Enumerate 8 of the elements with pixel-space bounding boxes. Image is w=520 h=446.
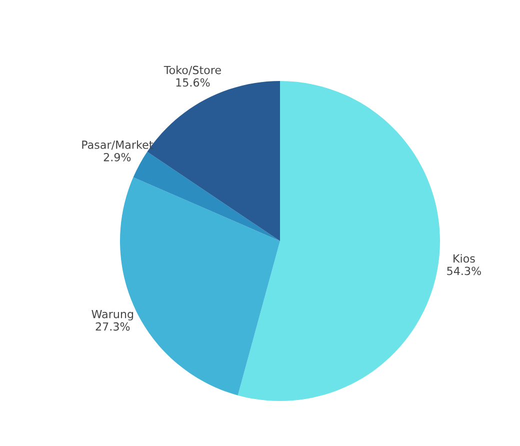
data-label: 2.9% [104,152,131,162]
slice-label: Toko/Store [164,66,221,76]
data-label: 27.3% [96,322,130,331]
data-label: 15.6% [176,78,210,87]
slice-label: Kios [454,254,475,263]
slice-label: Warung [92,310,134,320]
slice-label: Pasar/Market [82,140,153,150]
data-label: 54.3% [447,266,481,276]
